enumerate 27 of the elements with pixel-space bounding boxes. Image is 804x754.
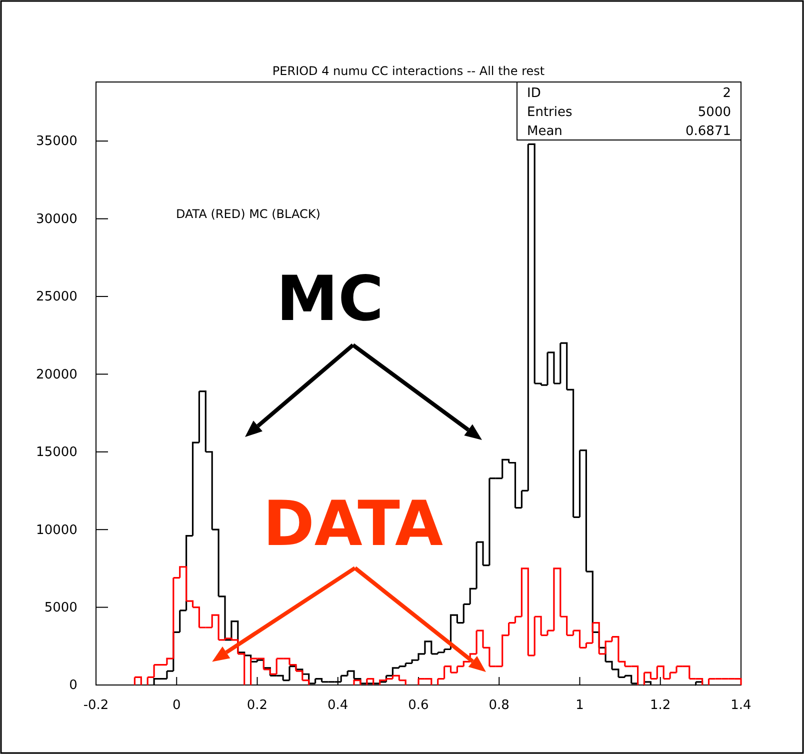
x-tick-label: 0 [172, 698, 181, 713]
y-tick-label: 0 [69, 678, 78, 694]
annotation: DATA (RED) MC (BLACK) [176, 207, 320, 221]
x-tick-label: 1 [576, 698, 584, 713]
annotation: 5000 [698, 105, 731, 120]
x-tick-label: 0.2 [246, 698, 268, 713]
annotation: Entries [527, 105, 573, 120]
y-tick-label: 20000 [36, 367, 78, 382]
y-tick-label: 5000 [44, 600, 78, 616]
x-tick-label: 0.4 [328, 698, 348, 713]
x-tick-label: 1.4 [730, 698, 752, 713]
x-tick-label: 1.2 [650, 698, 671, 713]
y-tick-label: 30000 [36, 212, 78, 227]
annotation: 2 [722, 86, 731, 101]
y-tick-label: 10000 [36, 522, 78, 538]
annotation: DATA [262, 487, 444, 560]
annotation: ID [527, 86, 541, 101]
y-tick-label: 35000 [36, 134, 78, 150]
y-tick-label: 25000 [36, 290, 78, 305]
annotation: 0.6871 [686, 124, 731, 139]
chart-title: PERIOD 4 numu CC interactions -- All the rest [272, 64, 545, 78]
y-tick-label: 15000 [36, 445, 78, 460]
x-tick-label: 0.8 [488, 698, 510, 713]
x-tick-label: -0.2 [83, 698, 109, 713]
x-tick-label: 0.6 [408, 698, 429, 713]
annotation: Mean [527, 124, 562, 139]
annotation: MC [276, 262, 384, 335]
